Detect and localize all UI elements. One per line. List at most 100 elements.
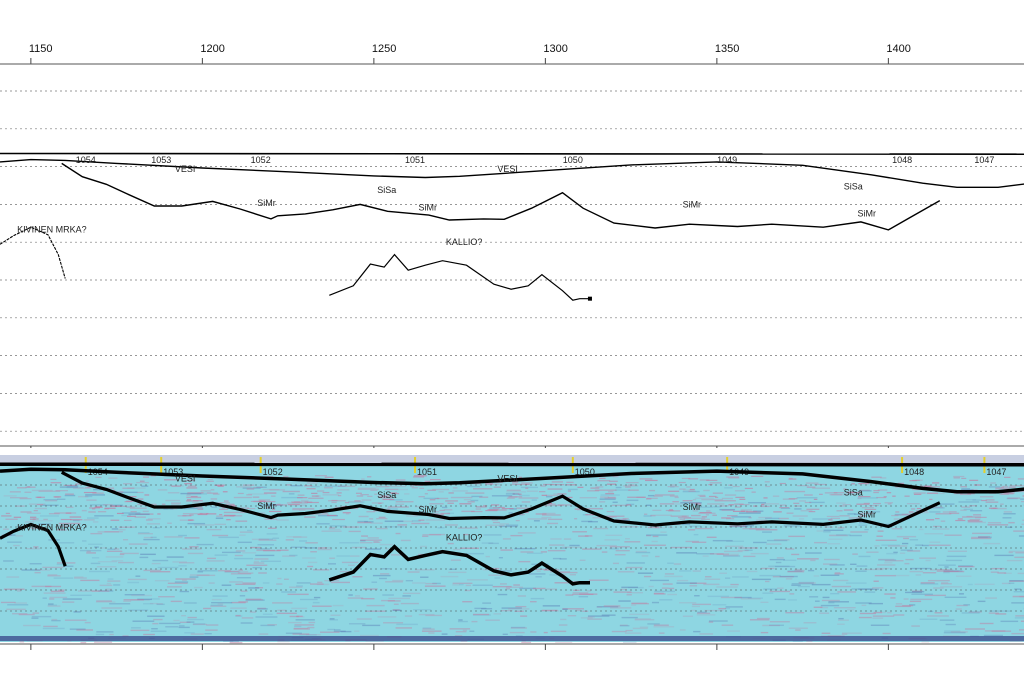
radar-reflector bbox=[518, 513, 525, 516]
radar-noise bbox=[772, 576, 794, 578]
radar-reflector bbox=[110, 519, 120, 521]
radar-noise bbox=[704, 576, 712, 578]
radar-reflector bbox=[525, 487, 529, 489]
radar-reflector bbox=[912, 479, 920, 482]
radar-noise bbox=[481, 542, 494, 544]
radar-reflector bbox=[820, 504, 824, 507]
radar-noise bbox=[441, 633, 448, 635]
radar-noise bbox=[485, 524, 505, 526]
radar-noise bbox=[934, 612, 943, 614]
radar-reflector bbox=[805, 482, 819, 484]
radar-reflector bbox=[836, 510, 843, 512]
radar-noise bbox=[805, 552, 822, 554]
radar-noise bbox=[276, 583, 283, 585]
radar-noise bbox=[373, 508, 389, 510]
radar-noise bbox=[605, 534, 623, 537]
radar-noise bbox=[901, 513, 912, 515]
radar-noise bbox=[626, 562, 645, 564]
radar-reflector bbox=[126, 500, 138, 502]
radar-noise bbox=[724, 550, 743, 553]
radar-noise bbox=[655, 555, 660, 558]
radar-noise bbox=[703, 521, 715, 523]
radar-reflector bbox=[212, 493, 220, 495]
radar-noise bbox=[561, 547, 567, 549]
radar-noise bbox=[48, 539, 60, 541]
radar-noise bbox=[168, 485, 184, 487]
radar-noise bbox=[488, 542, 499, 545]
radar-noise bbox=[17, 590, 22, 592]
radar-reflector bbox=[678, 481, 686, 484]
radar-noise bbox=[88, 570, 110, 573]
radar-noise bbox=[562, 608, 568, 610]
radar-noise bbox=[841, 632, 862, 634]
radar-noise bbox=[440, 575, 459, 578]
radar-noise bbox=[680, 502, 702, 504]
radar-noise bbox=[752, 637, 766, 640]
radar-reflector bbox=[567, 496, 573, 499]
radar-reflector bbox=[501, 507, 514, 510]
radar-noise bbox=[774, 598, 786, 601]
radar-noise bbox=[718, 607, 727, 610]
radar-reflector bbox=[891, 514, 899, 517]
radar-reflector bbox=[763, 497, 768, 499]
radar-noise bbox=[827, 635, 845, 637]
radar-noise bbox=[347, 597, 364, 599]
radar-noise bbox=[639, 626, 649, 628]
radar-noise bbox=[559, 558, 567, 560]
radar-reflector bbox=[839, 515, 850, 517]
radar-noise bbox=[423, 497, 439, 500]
radar-noise bbox=[127, 581, 140, 584]
radar-noise bbox=[670, 546, 693, 549]
radar-noise bbox=[324, 485, 346, 487]
radar-reflector bbox=[271, 508, 276, 510]
radar-noise bbox=[609, 516, 614, 518]
radar-reflector bbox=[886, 492, 892, 494]
radar-noise bbox=[682, 523, 691, 526]
radar-noise bbox=[884, 593, 896, 595]
radar-noise bbox=[730, 553, 739, 555]
radar-noise bbox=[127, 578, 147, 581]
radar-noise bbox=[156, 603, 165, 606]
radar-reflector bbox=[179, 519, 192, 521]
radar-noise bbox=[316, 583, 330, 586]
radar-noise bbox=[970, 537, 992, 540]
radar-noise bbox=[189, 576, 199, 578]
radar-noise bbox=[357, 521, 372, 524]
profile-line bbox=[0, 226, 66, 279]
radar-noise bbox=[483, 534, 502, 536]
radar-noise bbox=[94, 515, 114, 517]
radar-noise bbox=[734, 596, 752, 599]
radar-noise bbox=[128, 513, 150, 516]
radar-noise bbox=[10, 496, 28, 499]
radar-noise bbox=[182, 638, 198, 640]
radar-reflector bbox=[830, 517, 840, 519]
radar-reflector bbox=[646, 498, 652, 500]
radar-reflector bbox=[682, 500, 693, 502]
radar-noise bbox=[929, 541, 941, 543]
radar-noise bbox=[725, 607, 731, 610]
radar-noise bbox=[288, 493, 295, 495]
radar-noise bbox=[37, 496, 45, 499]
radar-noise bbox=[462, 601, 473, 603]
radar-reflector bbox=[424, 493, 428, 495]
radar-noise bbox=[909, 539, 919, 541]
radar-noise bbox=[894, 513, 909, 516]
radar-noise bbox=[789, 593, 795, 595]
radar-noise bbox=[239, 534, 246, 536]
radar-noise bbox=[573, 589, 580, 591]
radar-noise bbox=[248, 587, 260, 589]
layer-annotation: KALLIO? bbox=[446, 237, 483, 247]
radar-noise bbox=[571, 505, 585, 507]
radar-noise bbox=[690, 582, 707, 584]
radar-noise bbox=[895, 574, 910, 577]
radar-noise bbox=[35, 569, 51, 571]
radar-noise bbox=[925, 559, 931, 562]
radar-noise bbox=[426, 513, 444, 516]
radar-noise bbox=[761, 567, 775, 570]
radar-noise bbox=[600, 494, 620, 496]
radar-noise bbox=[385, 485, 406, 488]
radar-noise bbox=[186, 496, 202, 499]
radar-noise bbox=[93, 488, 110, 491]
radar-noise bbox=[746, 570, 758, 573]
radar-noise bbox=[146, 523, 160, 525]
